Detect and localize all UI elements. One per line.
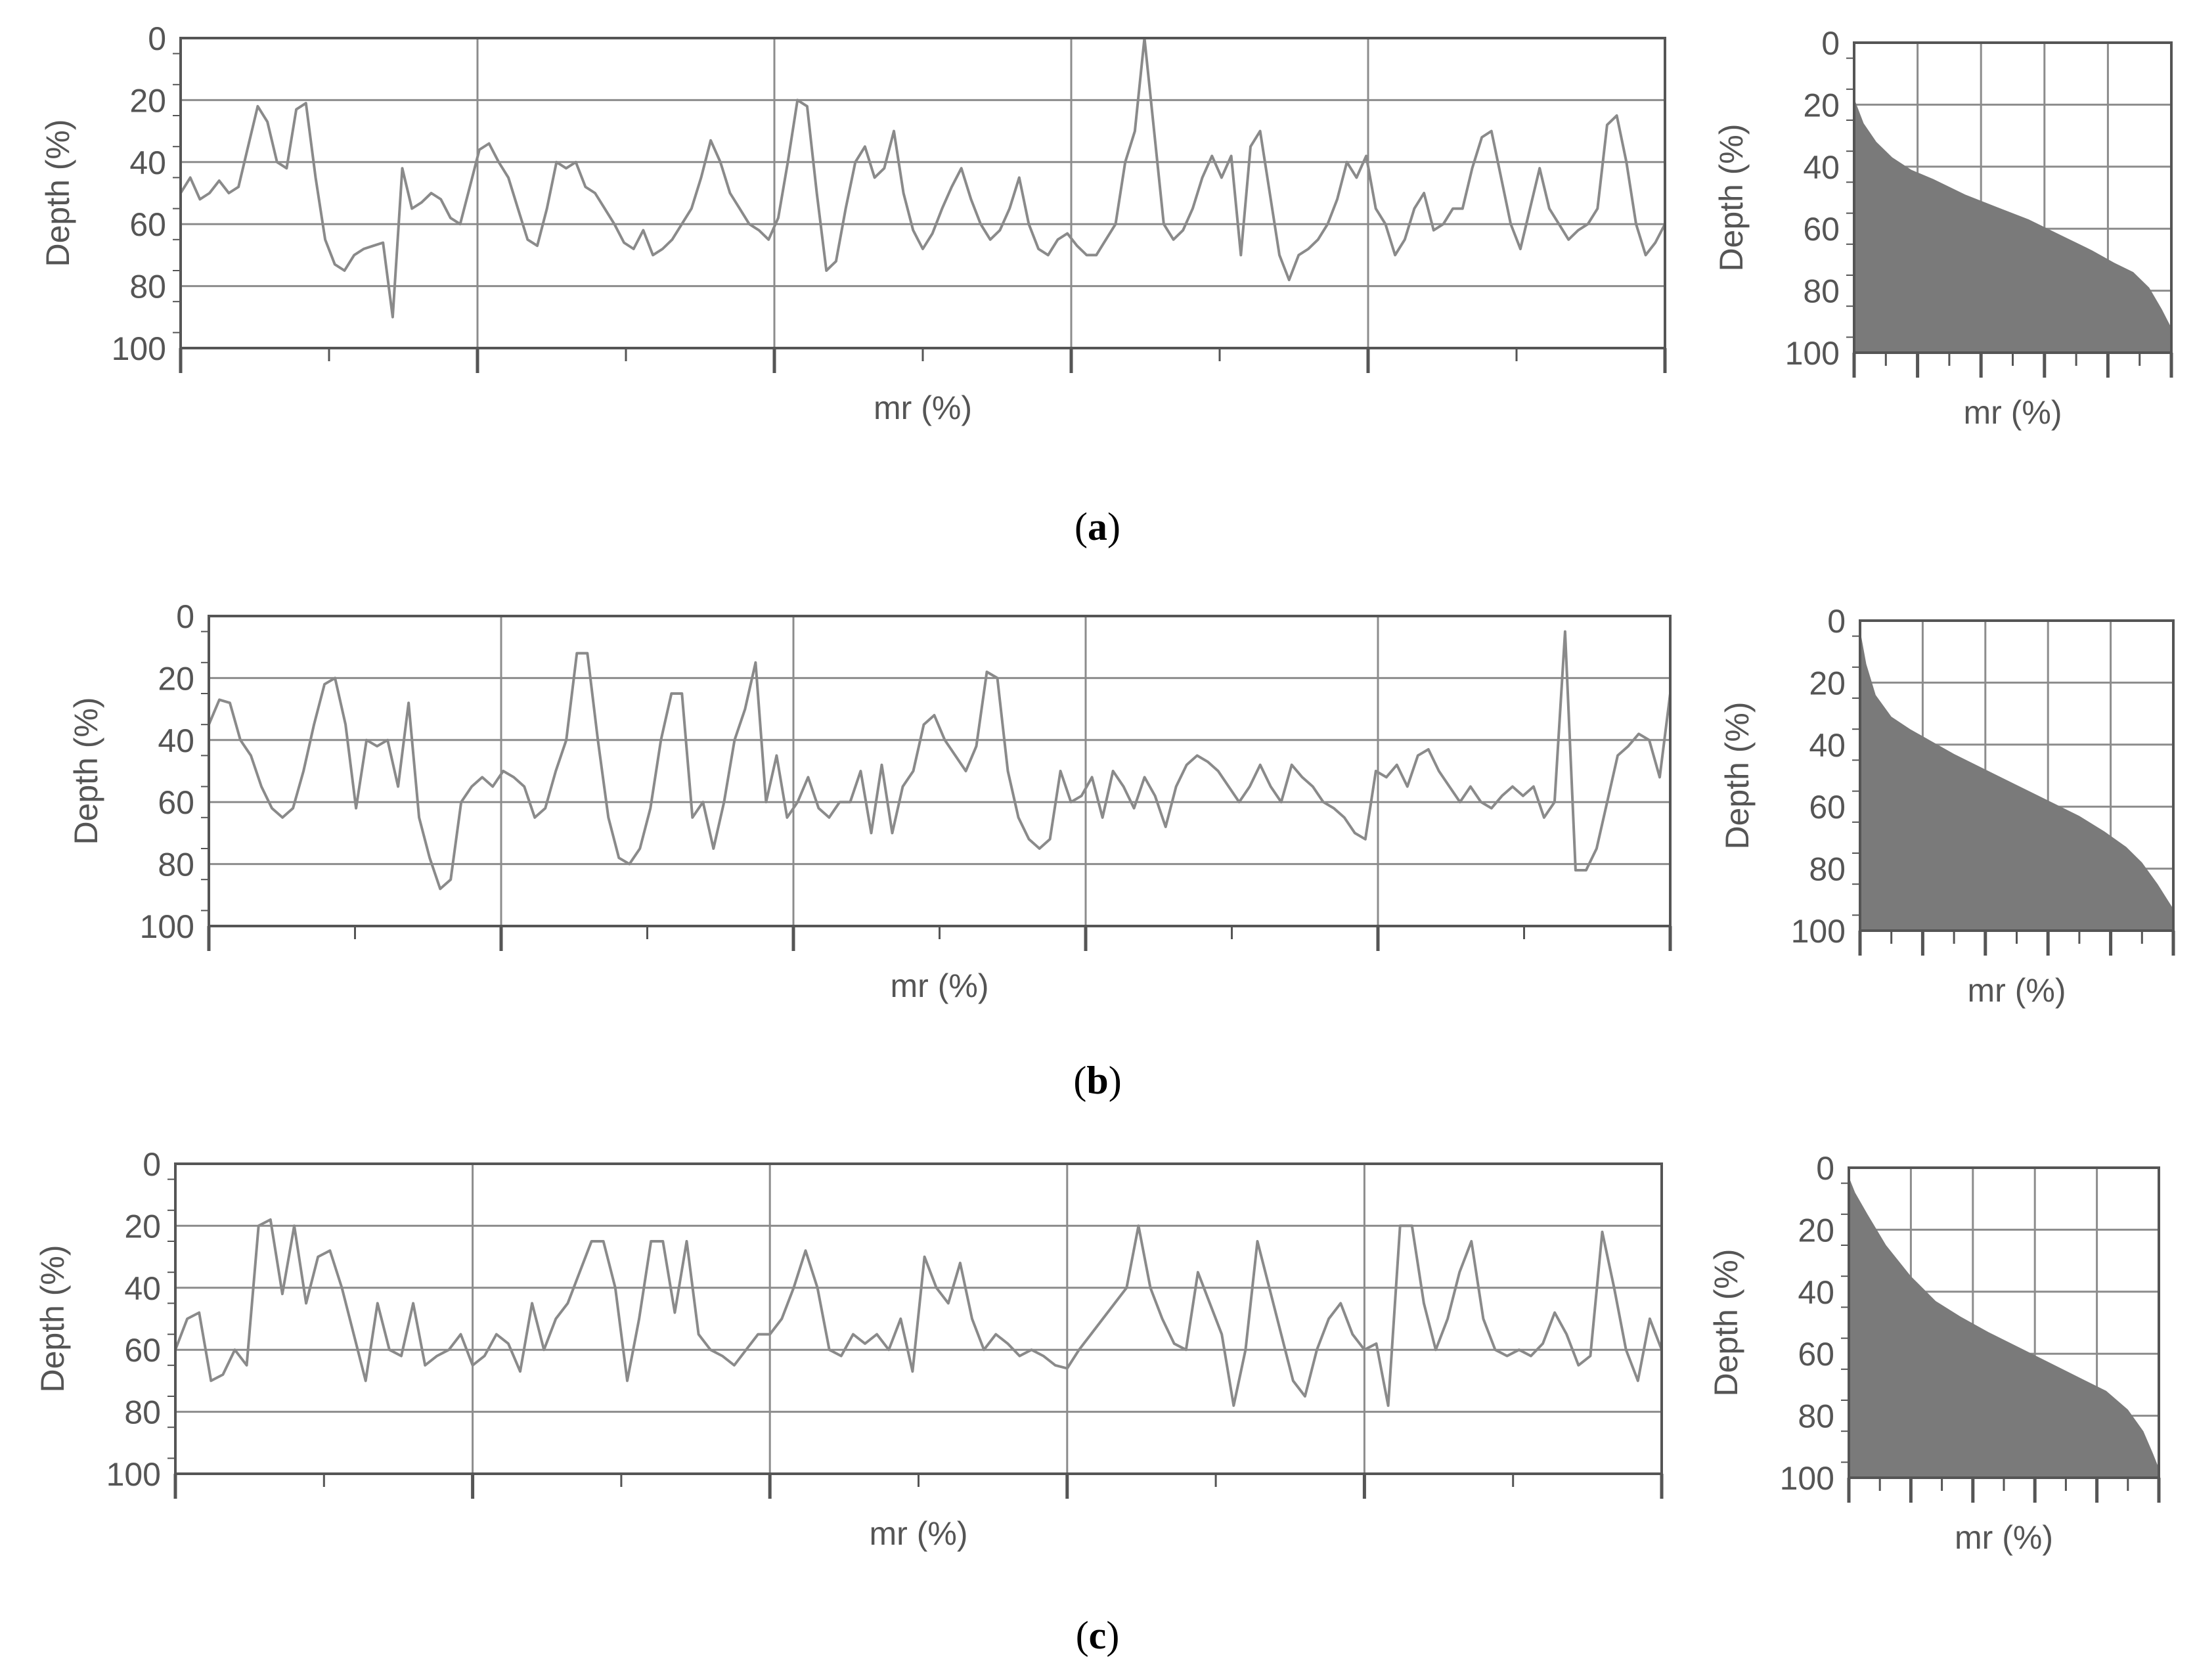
caption-b: (b)	[1073, 1059, 1121, 1102]
panel-b-bearing-frame	[1859, 619, 2175, 932]
panel-b-profile-line	[208, 630, 1672, 891]
panel-a-bearing-ytick-label: 100	[1785, 335, 1840, 372]
panel-c-profile-ytick-label: 100	[106, 1456, 161, 1493]
panel-b-profile-frame	[208, 615, 1672, 927]
panel-a-bearing-ytick-label: 80	[1803, 273, 1840, 310]
charts-layer: 0 20 40 60 80 100 Depth (%) mr (%) 0 20 40 60 80 100 D…	[34, 20, 2175, 1556]
panel-b-bearing-ytick-label: 40	[1809, 727, 1846, 764]
panel-a-bearing-chart: 0 20 40 60 80 100 Depth (%) mr (%)	[1713, 25, 2173, 431]
panel-b-bearing-xlabel: mr (%)	[1968, 972, 2066, 1009]
panel-b-profile-xlabel: mr (%)	[891, 967, 989, 1004]
panel-a-profile-frame	[179, 37, 1666, 349]
panel-b-profile-ytick-label: 40	[158, 722, 194, 759]
panel-a-profile-ylabel: Depth (%)	[39, 119, 76, 267]
caption-a: (a)	[1075, 505, 1120, 548]
panel-c-profile-ytick-label: 80	[124, 1394, 161, 1431]
panel-b-profile-ytick-label: 60	[158, 784, 194, 821]
panel-c-profile-xlabel: mr (%)	[870, 1515, 968, 1552]
panel-a-bearing-ylabel: Depth (%)	[1713, 123, 1750, 271]
panel-b-bearing-ytick-label: 0	[1827, 603, 1846, 640]
panel-a-bearing-xlabel: mr (%)	[1964, 394, 2062, 431]
panel-c-bearing-ytick-label: 100	[1780, 1460, 1834, 1497]
panel-c-bearing-area	[1849, 1177, 2159, 1478]
panel-a-profile-ytick-label: 0	[148, 20, 166, 57]
panel-a-bearing-area	[1854, 99, 2171, 353]
panel-a-bearing-ytick-label: 60	[1803, 211, 1840, 248]
panel-a-profile-ytick-label: 60	[129, 206, 166, 243]
panel-c-profile-ytick-label: 60	[124, 1332, 161, 1369]
panel-c-profile-ylabel: Depth (%)	[34, 1245, 71, 1392]
panel-b-profile-ytick-label: 80	[158, 847, 194, 883]
panel-b-bearing-ytick-label: 100	[1791, 913, 1846, 950]
panel-c-bearing-ytick-label: 60	[1798, 1336, 1834, 1373]
panel-c-bearing-ytick-label: 20	[1798, 1212, 1834, 1249]
panel-a-bearing-ytick-label: 20	[1803, 87, 1840, 123]
panel-b-bearing-ytick-label: 20	[1809, 665, 1846, 701]
panel-c-profile-chart: 0 20 40 60 80 100 Depth (%) mr (%)	[34, 1146, 1664, 1552]
panel-a-profile-ytick-label: 100	[112, 330, 166, 367]
panel-b-profile-ylabel: Depth (%)	[68, 697, 104, 845]
panel-c-bearing-ytick-label: 80	[1798, 1398, 1834, 1435]
caption-b-letter: b	[1086, 1059, 1108, 1102]
panel-c-profile-ytick-label: 40	[124, 1270, 161, 1307]
panel-a-profile-chart: 0 20 40 60 80 100 Depth (%) mr (%)	[39, 20, 1667, 426]
panel-c-bearing-frame	[1848, 1166, 2160, 1479]
panel-a-bearing-ytick-label: 40	[1803, 149, 1840, 186]
panel-b-profile-ytick-label: 0	[176, 598, 194, 635]
panel-c-profile-ytick-label: 0	[143, 1146, 161, 1183]
panel-b-bearing-ylabel: Depth (%)	[1719, 701, 1756, 849]
panel-b-bearing-ytick-label: 80	[1809, 851, 1846, 888]
caption-c-letter: c	[1089, 1614, 1107, 1657]
panel-b-profile-ytick-label: 20	[158, 660, 194, 697]
panel-a-profile-ytick-label: 80	[129, 269, 166, 305]
panel-c-bearing-ytick-label: 40	[1798, 1274, 1834, 1311]
panel-c-profile-frame	[174, 1162, 1663, 1475]
panel-a-profile-ytick-label: 40	[129, 144, 166, 181]
panel-a-profile-ytick-label: 20	[129, 82, 166, 119]
panel-b-bearing-area	[1860, 630, 2173, 931]
panel-c-bearing-chart: 0 20 40 60 80 100 Depth (%) mr (%)	[1708, 1150, 2161, 1556]
panel-a-bearing-frame	[1853, 41, 2173, 354]
panel-b-profile-ytick-label: 100	[140, 908, 194, 945]
panel-a-profile-xlabel: mr (%)	[874, 389, 972, 426]
panel-b-bearing-chart: 0 20 40 60 80 100 Depth (%) mr (%)	[1719, 603, 2175, 1009]
panel-a-bearing-ytick-label: 0	[1821, 25, 1840, 62]
panel-b-profile-chart: 0 20 40 60 80 100 Depth (%) mr (%)	[68, 598, 1672, 1004]
panel-c-profile-line	[174, 1218, 1663, 1407]
caption-c: (c)	[1076, 1614, 1120, 1657]
panel-c-bearing-xlabel: mr (%)	[1955, 1519, 2053, 1556]
panel-c-profile-ytick-label: 20	[124, 1208, 161, 1245]
panel-b-bearing-ytick-label: 60	[1809, 789, 1846, 826]
panel-c-bearing-ytick-label: 0	[1816, 1150, 1834, 1187]
panel-c-bearing-ylabel: Depth (%)	[1708, 1249, 1744, 1396]
panel-a-profile-line	[179, 37, 1666, 319]
caption-a-letter: a	[1088, 505, 1107, 548]
